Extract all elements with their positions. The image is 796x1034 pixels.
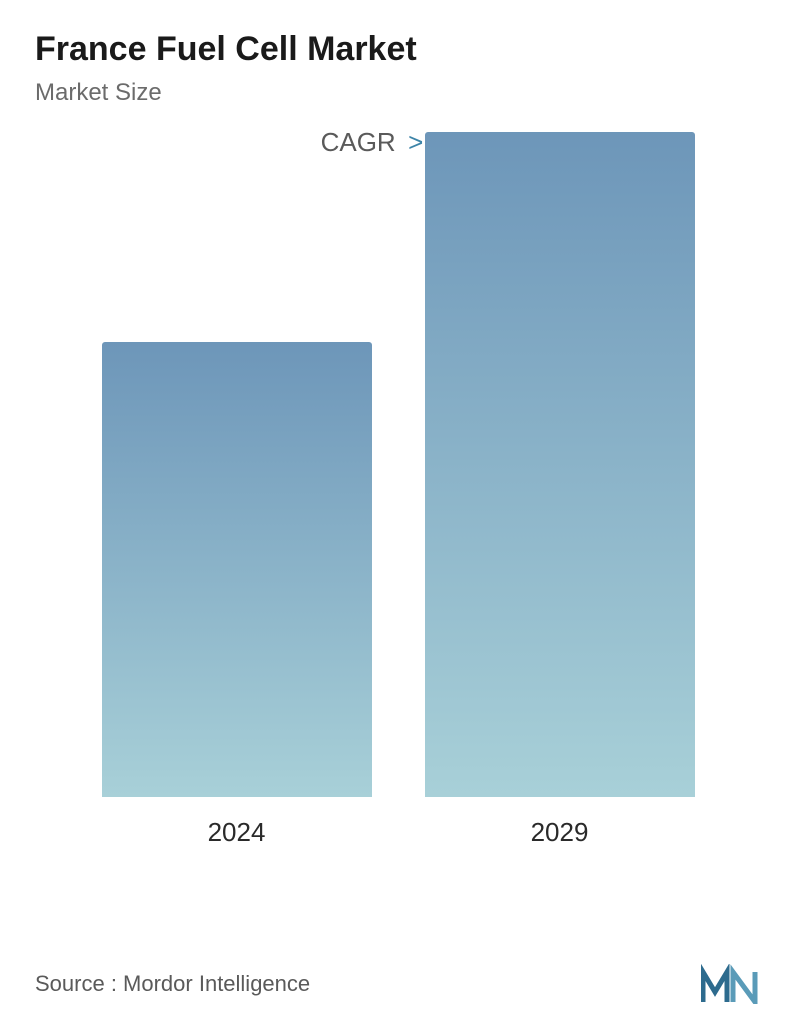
bar-chart: 2024 2029 (35, 188, 761, 888)
bar-0 (102, 342, 372, 797)
chart-subtitle: Market Size (35, 79, 761, 107)
chart-title: France Fuel Cell Market (35, 30, 761, 69)
bar-label-1: 2029 (531, 817, 589, 848)
logo-icon (701, 964, 761, 1004)
bar-group-1: 2029 (425, 132, 695, 848)
bar-label-0: 2024 (208, 817, 266, 848)
source-text: Source : Mordor Intelligence (35, 971, 310, 997)
bar-1 (425, 132, 695, 797)
bar-group-0: 2024 (102, 342, 372, 848)
cagr-label: CAGR (321, 127, 396, 157)
footer: Source : Mordor Intelligence (35, 964, 761, 1004)
